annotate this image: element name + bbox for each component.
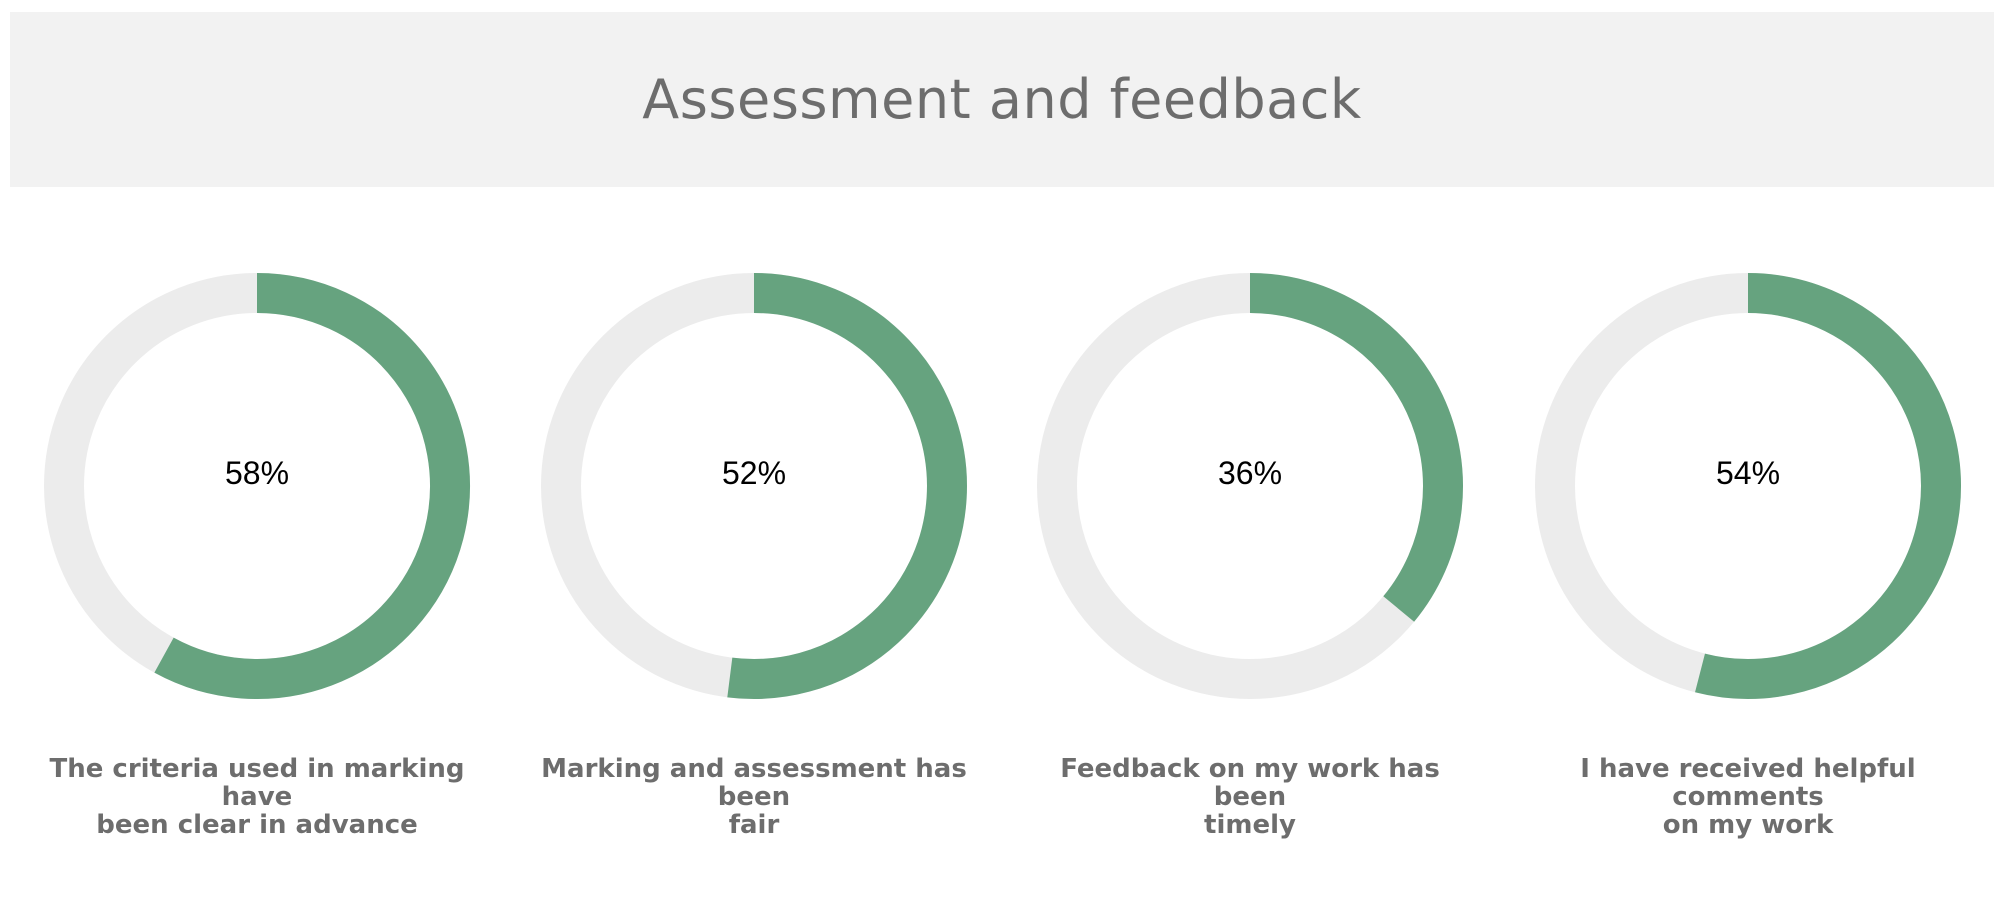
donut-svg-fairness (541, 273, 967, 699)
donut-filled-arc (154, 273, 470, 699)
donut-svg-helpful-comments (1535, 273, 1961, 699)
page-title: Assessment and feedback (642, 68, 1362, 131)
page-header: Assessment and feedback (10, 12, 1994, 187)
donut-filled-arc (1695, 273, 1961, 699)
chart-caption: Marking and assessment has been fair (524, 755, 984, 839)
caption-line: Feedback on my work has been (1060, 754, 1440, 812)
percentage-label: 36% (1217, 455, 1283, 491)
donut-chart-criteria: 58% The criteria used in marking have be… (27, 250, 487, 839)
caption-line: I have received helpful comments (1580, 754, 1916, 812)
caption-line: The criteria used in marking have (49, 754, 465, 812)
percentage-label: 58% (224, 455, 290, 491)
caption-line: been clear in advance (96, 810, 418, 840)
donut-chart-helpful-comments: 54% I have received helpful comments on … (1518, 250, 1978, 839)
donut-svg-criteria (44, 273, 470, 699)
caption-line: fair (728, 810, 780, 840)
percentage-label: 54% (1715, 455, 1781, 491)
donut-filled-arc (727, 273, 967, 699)
donut-chart-fairness: 52% Marking and assessment has been fair (524, 250, 984, 839)
donut-filled-arc (1249, 273, 1463, 622)
donut-chart-timeliness: 36% Feedback on my work has been timely (1020, 250, 1480, 839)
caption-line: Marking and assessment has been (541, 754, 967, 812)
caption-line: on my work (1662, 810, 1834, 840)
percentage-label: 52% (721, 455, 787, 491)
chart-caption: Feedback on my work has been timely (1020, 755, 1480, 839)
caption-line: timely (1204, 810, 1296, 840)
chart-caption: The criteria used in marking have been c… (27, 755, 487, 839)
chart-caption: I have received helpful comments on my w… (1518, 755, 1978, 839)
donut-svg-timeliness (1037, 273, 1463, 699)
